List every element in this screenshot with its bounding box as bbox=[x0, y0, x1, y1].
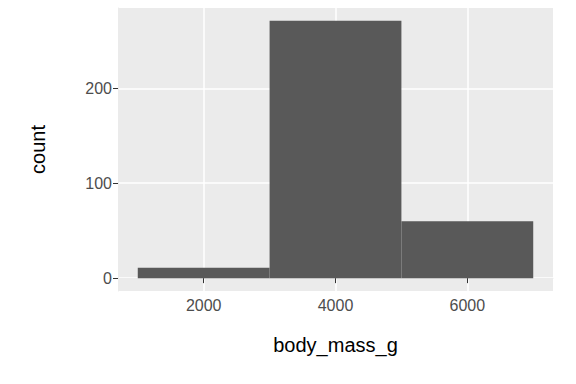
svg-text:6000: 6000 bbox=[450, 297, 486, 314]
svg-text:4000: 4000 bbox=[318, 297, 354, 314]
svg-text:200: 200 bbox=[85, 80, 112, 97]
svg-text:100: 100 bbox=[85, 175, 112, 192]
svg-text:2000: 2000 bbox=[186, 297, 222, 314]
svg-text:0: 0 bbox=[103, 270, 112, 287]
svg-text:count: count bbox=[27, 125, 49, 174]
svg-text:body_mass_g: body_mass_g bbox=[273, 334, 398, 357]
